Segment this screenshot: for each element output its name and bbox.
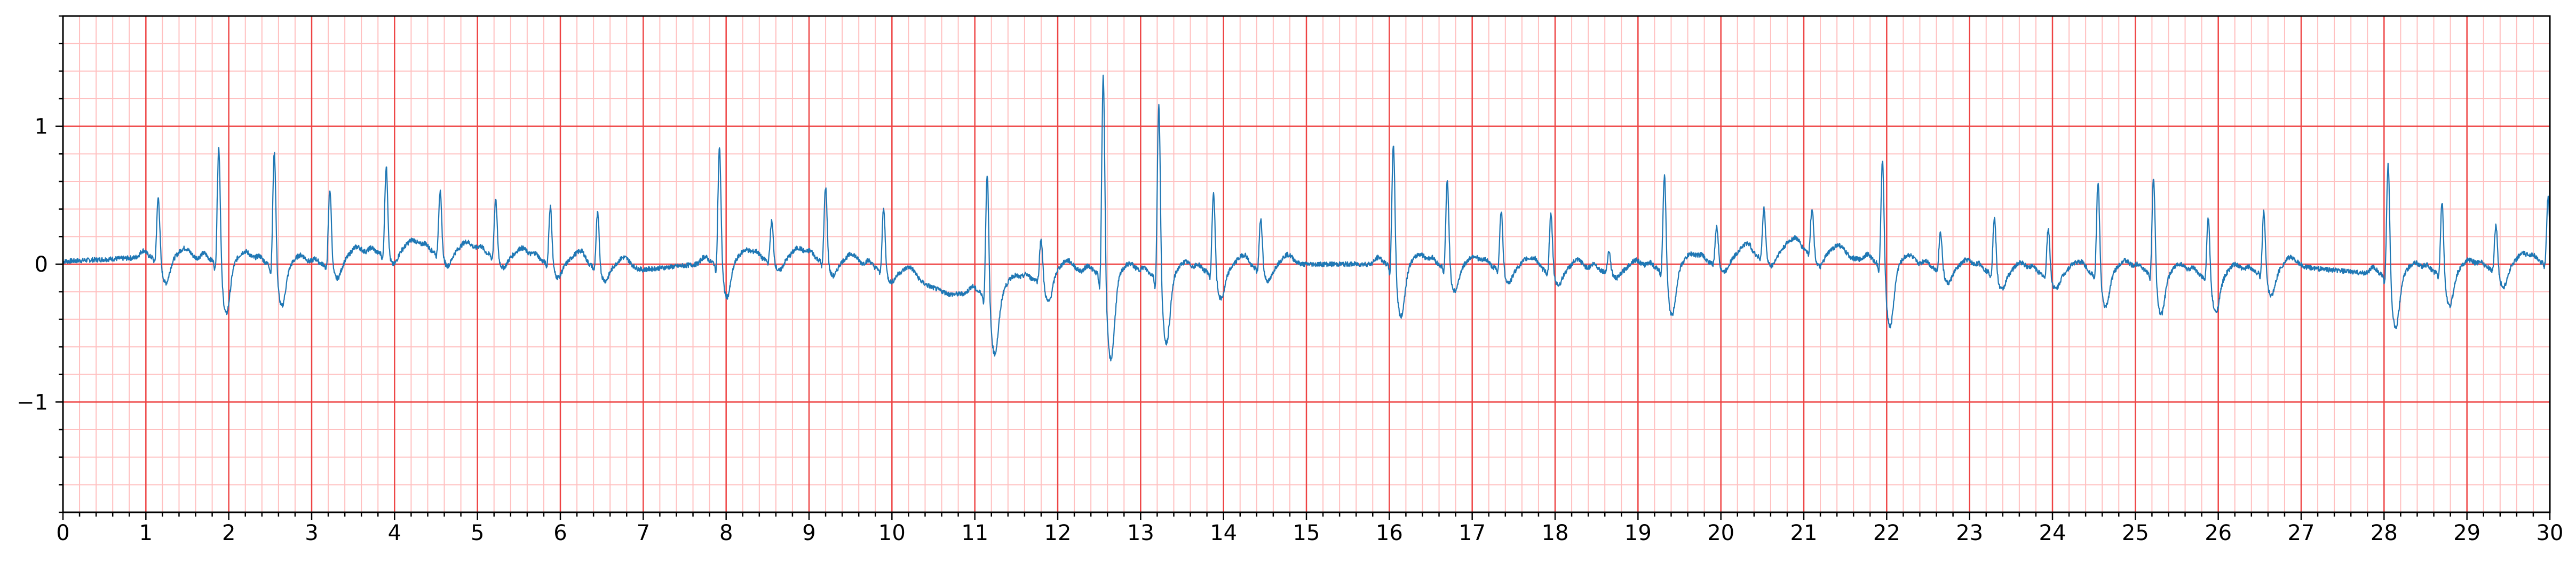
x-tick-label: 8 (719, 521, 733, 545)
x-tick-label: 14 (1210, 521, 1237, 545)
x-tick-label: 29 (2453, 521, 2480, 545)
x-tick-label: 7 (637, 521, 650, 545)
x-tick-label: 22 (1873, 521, 1900, 545)
x-tick-label: 3 (305, 521, 318, 545)
x-tick-label: 5 (471, 521, 484, 545)
y-tick-label: 0 (35, 252, 48, 277)
x-tick-label: 0 (56, 521, 69, 545)
x-tick-label: 26 (2205, 521, 2232, 545)
x-tick-label: 4 (388, 521, 401, 545)
x-tick-label: 1 (139, 521, 153, 545)
x-axis: 0 1 2 3 4 5 6 7 8 9 10 11 12 13 14 15 16 17 18 19 20 21 22 23 24… (56, 512, 2563, 545)
x-tick-label: 10 (878, 521, 906, 545)
x-tick-label: 6 (553, 521, 567, 545)
x-tick-label: 12 (1044, 521, 1072, 545)
x-tick-label: 2 (222, 521, 235, 545)
x-tick-label: 24 (2039, 521, 2066, 545)
x-tick-label: 27 (2288, 521, 2315, 545)
ecg-trace-line (62, 74, 2551, 362)
x-tick-label: 20 (1707, 521, 1734, 545)
x-tick-label: 16 (1376, 521, 1403, 545)
y-tick-label: −1 (17, 390, 48, 415)
x-tick-label: 17 (1459, 521, 1486, 545)
x-tick-label: 15 (1293, 521, 1320, 545)
x-tick-label: 28 (2371, 521, 2398, 545)
x-tick-label: 11 (961, 521, 988, 545)
x-tick-label: 23 (1956, 521, 1983, 545)
y-tick-label: 1 (35, 115, 48, 139)
x-tick-label: 13 (1127, 521, 1154, 545)
x-tick-label: 30 (2537, 521, 2564, 545)
series-layer (62, 74, 2551, 362)
x-tick-label: 18 (1542, 521, 1569, 545)
x-tick-label: 9 (802, 521, 815, 545)
y-axis: −1 0 1 (17, 15, 63, 513)
x-tick-label: 21 (1790, 521, 1818, 545)
x-tick-label: 25 (2122, 521, 2149, 545)
x-tick-label: 19 (1624, 521, 1652, 545)
